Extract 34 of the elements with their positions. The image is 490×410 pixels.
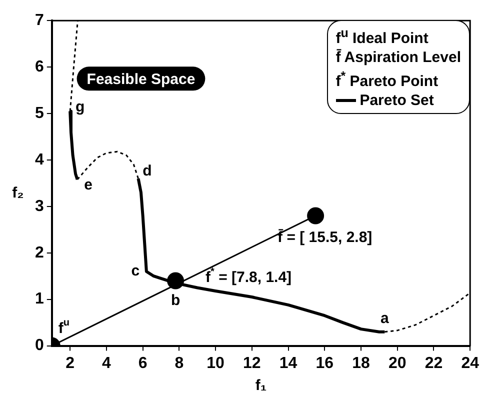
y-tick-label: 0 <box>34 337 44 354</box>
annotation: g <box>76 98 85 116</box>
x-tick-label: 12 <box>243 354 261 372</box>
x-tick-label: 4 <box>102 354 111 372</box>
annotation: d <box>142 162 152 180</box>
legend-label: Pareto Set <box>360 91 434 110</box>
x-tick-label: 22 <box>424 354 443 372</box>
annotation: f$^{u}$ Ideal Point <box>336 25 430 48</box>
annotation: f$^{*}$ Pareto Point <box>336 68 440 91</box>
x-tick-label: 20 <box>388 354 406 372</box>
y-tick-label: 5 <box>34 104 44 122</box>
x-tick-label: 24 <box>461 354 480 372</box>
annotation: a <box>380 310 390 328</box>
y-tick-label: 3 <box>34 198 44 215</box>
annotation: Feasible Space <box>86 70 196 88</box>
annotation: f* = [7.8, 1.4] <box>206 266 292 286</box>
annotation: f̄ Aspiration Level <box>336 48 461 67</box>
x-tick-label: 10 <box>206 354 225 372</box>
x-tick-label: 16 <box>316 354 334 372</box>
annotation: b <box>170 292 180 309</box>
y-tick-label: 4 <box>34 151 44 168</box>
x-tick-label: 8 <box>174 354 184 372</box>
x-tick-label: 2 <box>66 354 75 372</box>
annotation: e <box>84 176 93 194</box>
y-tick-label: 1 <box>34 290 44 308</box>
y-tick-label: 6 <box>34 58 44 76</box>
y-tick-label: 7 <box>34 12 44 30</box>
x-tick-label: 18 <box>352 354 370 372</box>
y-tick-label: 2 <box>34 244 44 262</box>
annotation: c <box>131 262 140 280</box>
x-axis-title: f₁ <box>255 376 267 394</box>
x-tick-label: 6 <box>138 354 148 372</box>
x-tick-label: 14 <box>279 354 298 372</box>
y-axis-title: f₂ <box>12 184 24 202</box>
